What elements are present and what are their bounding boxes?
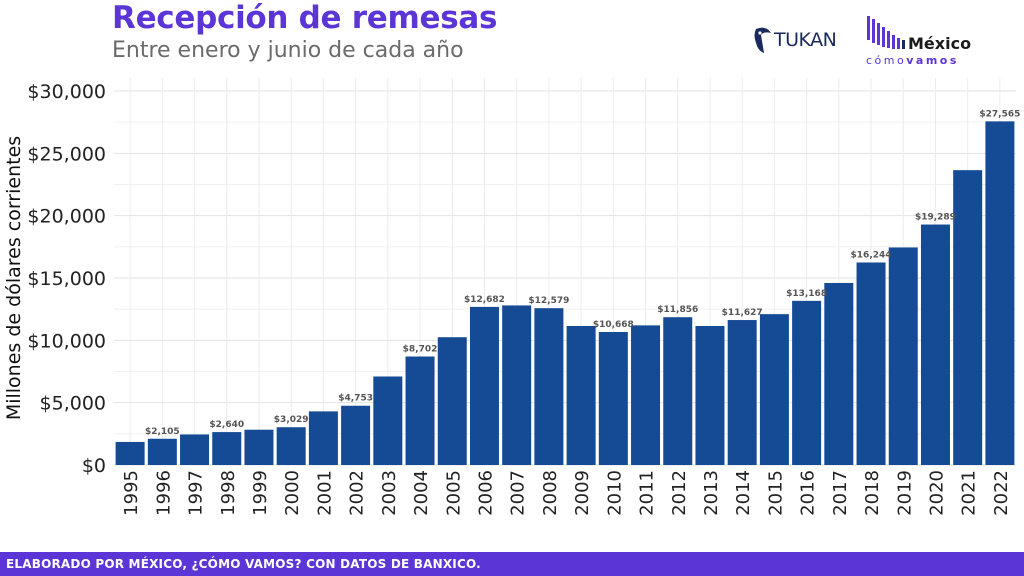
chart-title: Recepción de remesas	[112, 0, 498, 36]
x-tick-label: 2002	[347, 470, 368, 516]
x-tick-label: 1998	[218, 470, 239, 516]
y-tick-label: $5,000	[40, 393, 106, 415]
bar-2002	[341, 405, 371, 465]
x-tick-label: 2013	[701, 470, 722, 516]
data-label-2020: $19,289	[915, 213, 956, 223]
x-tick-label: 2008	[540, 470, 561, 516]
data-label-2000: $3,029	[274, 415, 309, 425]
x-tick-label: 2005	[443, 470, 464, 516]
chart-subtitle: Entre enero y junio de cada año	[112, 38, 464, 63]
data-label-2016: $13,168	[786, 289, 827, 299]
x-tick-label: 2010	[604, 470, 625, 516]
x-tick-label: 2003	[379, 470, 400, 516]
x-tick-label: 1995	[121, 470, 142, 516]
bar-2004	[405, 356, 435, 465]
bar-2015	[759, 314, 789, 465]
bar-2020	[920, 224, 950, 465]
data-label-2022: $27,565	[979, 109, 1020, 119]
x-tick-label: 2012	[669, 470, 690, 516]
bar-2006	[469, 306, 499, 465]
y-tick-label: $30,000	[27, 81, 106, 103]
y-tick-label: $0	[82, 455, 106, 477]
x-tick-label: 2022	[991, 470, 1012, 516]
axes-layer: $0 $5,000 $10,000 $15,000 $20,000 $25,000 $30,…	[27, 81, 1011, 516]
data-label-2018: $16,244	[851, 250, 892, 260]
vamos-logo-text: vamos	[906, 54, 959, 67]
bar-2008	[534, 308, 564, 465]
x-tick-label: 2015	[765, 470, 786, 516]
bar-1996	[147, 438, 177, 465]
tukan-logo: TUKAN	[752, 22, 837, 58]
x-tick-label: 1999	[250, 470, 271, 516]
bar-1995	[115, 441, 145, 465]
x-tick-label: 1997	[186, 470, 207, 516]
x-tick-label: 2014	[733, 470, 754, 516]
data-label-2014: $11,627	[722, 308, 763, 318]
y-tick-label: $15,000	[27, 268, 106, 290]
footer-source: ELABORADO POR MÉXICO, ¿CÓMO VAMOS? CON D…	[0, 552, 1024, 576]
bar-1998	[212, 432, 242, 465]
x-tick-label: 2004	[411, 470, 432, 516]
bar-2003	[373, 376, 403, 465]
x-tick-label: 2011	[637, 470, 658, 516]
x-tick-label: 2006	[475, 470, 496, 516]
data-label-2012: $11,856	[657, 305, 698, 315]
tukan-logo-text: TUKAN	[774, 29, 837, 51]
data-label-1998: $2,640	[209, 420, 244, 430]
bar-1999	[244, 429, 274, 465]
bar-1997	[180, 434, 210, 465]
data-label-1996: $2,105	[145, 427, 180, 437]
mexico-como-vamos-logo: México cómovamos	[866, 16, 986, 70]
x-tick-label: 2001	[314, 470, 335, 516]
bars-layer	[115, 121, 1015, 466]
bar-2005	[437, 337, 467, 465]
data-labels-layer: $2,105 $2,640 $3,029 $4,753 $8,702 $12,682 $12…	[145, 109, 1020, 436]
x-tick-label: 2009	[572, 470, 593, 516]
y-tick-label: $20,000	[27, 206, 106, 228]
mexico-logo-word: México	[908, 34, 972, 53]
bar-2012	[663, 317, 693, 465]
toucan-icon	[754, 27, 771, 53]
bar-2000	[276, 427, 306, 465]
bar-2017	[824, 282, 854, 465]
como-vamos-logo-text: cómovamos	[866, 54, 959, 67]
bar-2022	[985, 121, 1015, 466]
x-tick-label: 2000	[282, 470, 303, 516]
bars-logo-icon	[867, 16, 905, 49]
x-tick-label: 2017	[830, 470, 851, 516]
data-label-2002: $4,753	[338, 394, 373, 404]
x-tick-label: 2018	[862, 470, 883, 516]
bar-2001	[308, 411, 338, 465]
y-tick-label: $25,000	[27, 143, 106, 165]
x-tick-label: 2007	[508, 470, 529, 516]
x-tick-label: 2019	[894, 470, 915, 516]
bar-2016	[792, 300, 822, 465]
data-label-2008: $12,579	[528, 296, 569, 306]
bar-2021	[953, 170, 983, 465]
data-label-2004: $8,702	[403, 345, 438, 355]
bar-chart: $2,105 $2,640 $3,029 $4,753 $8,702 $12,682 $12…	[27, 78, 1020, 516]
x-tick-label: 1996	[153, 470, 174, 516]
bar-2014	[727, 320, 757, 465]
data-label-2010: $10,668	[593, 320, 634, 330]
como-logo-text: cómo	[866, 54, 907, 67]
y-tick-label: $10,000	[27, 330, 106, 352]
bar-2018	[856, 262, 886, 465]
bar-2007	[502, 305, 532, 465]
bar-2013	[695, 325, 725, 465]
bar-2009	[566, 325, 596, 465]
x-tick-label: 2021	[959, 470, 980, 516]
bar-2019	[888, 247, 918, 465]
x-tick-label: 2016	[798, 470, 819, 516]
bar-2011	[631, 325, 661, 465]
x-tick-label: 2020	[926, 470, 947, 516]
bar-2010	[598, 332, 628, 465]
data-label-2006: $12,682	[464, 295, 505, 305]
